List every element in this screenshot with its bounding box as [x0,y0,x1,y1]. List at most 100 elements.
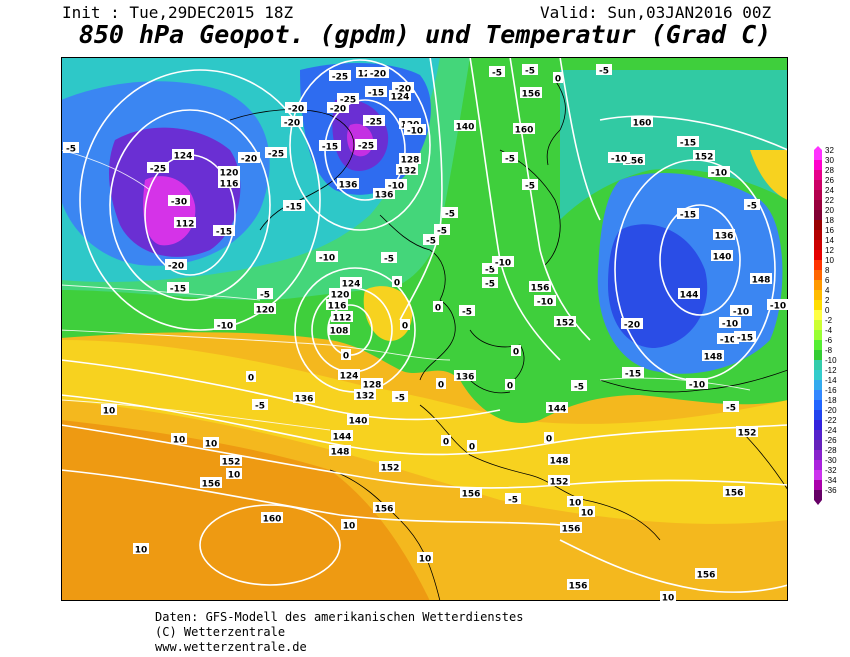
geopotential-label: 156 [569,582,588,592]
temperature-label-bg [246,371,256,382]
legend-swatch [814,250,822,260]
geopotential-label-bg [218,166,240,177]
temperature-label: -10 [407,127,423,137]
geopotential-label: 156 [522,90,541,100]
geopotential-label: 124 [174,152,193,162]
geopotential-label-bg [399,153,421,164]
legend-swatch [814,430,822,440]
geopotential-label: 148 [550,457,569,467]
footer-source: Daten: GFS-Modell des amerikanischen Wet… [155,610,524,624]
temperature-label-bg [505,493,521,504]
geopotential-label-bg [736,426,758,437]
geopotential-label: 156 [462,490,481,500]
legend-swatch [814,320,822,330]
temperature-label: -5 [255,402,265,412]
temperature-label: 10 [569,499,582,509]
geopotential-label: 108 [330,327,349,337]
init-time: Init : Tue,29DEC2015 18Z [62,3,294,22]
temperature-label-bg [319,140,341,151]
geopotential-label-bg [373,188,395,199]
geopotential-label-bg [361,378,383,389]
temperature-label-bg [341,349,351,360]
temperature-label-bg [257,288,273,299]
temperature-label: 0 [394,279,400,289]
geopotential-label-bg [331,311,353,322]
geopotential-label: 156 [625,157,644,167]
temperature-label-bg [168,195,190,206]
temperature-label: -25 [340,96,356,106]
geopotential-label: 144 [333,433,352,443]
temperature-field-yellow [61,340,788,524]
temperature-label-bg [567,496,583,507]
legend-tick-label: 8 [825,266,830,275]
temperature-label-bg [522,64,538,75]
geopotential-label-bg [354,389,376,400]
temperature-label-bg [252,399,268,410]
temperature-label: -20 [241,155,257,165]
temperature-label-bg [316,251,338,262]
temperature-label-bg [433,301,443,312]
temperature-label: -15 [216,228,232,238]
temperature-label: -15 [368,89,384,99]
temperature-label-bg [730,305,752,316]
temperature-label: -5 [260,291,270,301]
temperature-label: -5 [525,182,535,192]
legend-tick-label: -32 [825,466,837,475]
temperature-label: -20 [370,70,386,80]
temperature-label-bg [226,468,242,479]
geopotential-label: 144 [548,405,567,415]
legend-tick-label: -20 [825,406,837,415]
temperature-label: -20 [330,105,346,115]
temperature-label-bg [214,319,236,330]
legend-tick-label: -2 [825,316,833,325]
geopotential-label: 128 [363,381,382,391]
geopotential-label: 156 [531,284,550,294]
temperature-label: -20 [284,119,300,129]
geopotential-label-bg [174,217,196,228]
temperature-label-bg [400,319,410,330]
temperature-label-bg [571,380,587,391]
geopotential-label: 112 [333,314,352,324]
temperature-label: 0 [402,322,408,332]
temperature-label: 10 [228,471,241,481]
temperature-label-bg [660,591,676,601]
temperature-label-bg [63,142,79,153]
legend-swatch [814,310,822,320]
temperature-label: 0 [443,438,449,448]
legend-swatch [814,400,822,410]
geopotential-label-bg [567,579,589,590]
legend-swatch [814,330,822,340]
temperature-label-bg [441,435,451,446]
geopotential-label-bg [723,486,745,497]
legend-tick-label: -36 [825,486,837,495]
geopotential-label: 136 [456,373,475,383]
geopotential-label: 148 [752,276,771,286]
legend-tick-label: 28 [825,166,834,175]
temperature-label-bg [329,70,351,81]
temperature-label: 10 [103,407,116,417]
temperature-label: 0 [513,348,519,358]
temperature-label: -5 [505,155,515,165]
temperature-field-colder-russia [608,224,708,348]
temperature-label: -5 [492,69,502,79]
temperature-label-bg [385,179,407,190]
temperature-label-bg [365,86,387,97]
legend-swatch [814,300,822,310]
temperature-label: 0 [438,381,444,391]
temperature-label: 0 [546,435,552,445]
footer: Daten: GFS-Modell des amerikanischen Wet… [155,610,523,655]
geopotential-label: 160 [633,119,652,129]
temperature-label-bg [341,519,357,530]
temperature-label-bg [392,391,408,402]
geopotential-label-bg [373,502,395,513]
temperature-label-bg [767,299,788,310]
temperature-label: -15 [680,211,696,221]
temperature-label: 0 [248,374,254,384]
geopotential-label: 120 [256,306,275,316]
legend-swatch [814,180,822,190]
geopotential-label: 124 [391,93,410,103]
geopotential-label: 140 [456,123,475,133]
temperature-label-bg [367,67,389,78]
legend-tick-label: -28 [825,446,837,455]
geopotential-label-bg [261,512,283,523]
